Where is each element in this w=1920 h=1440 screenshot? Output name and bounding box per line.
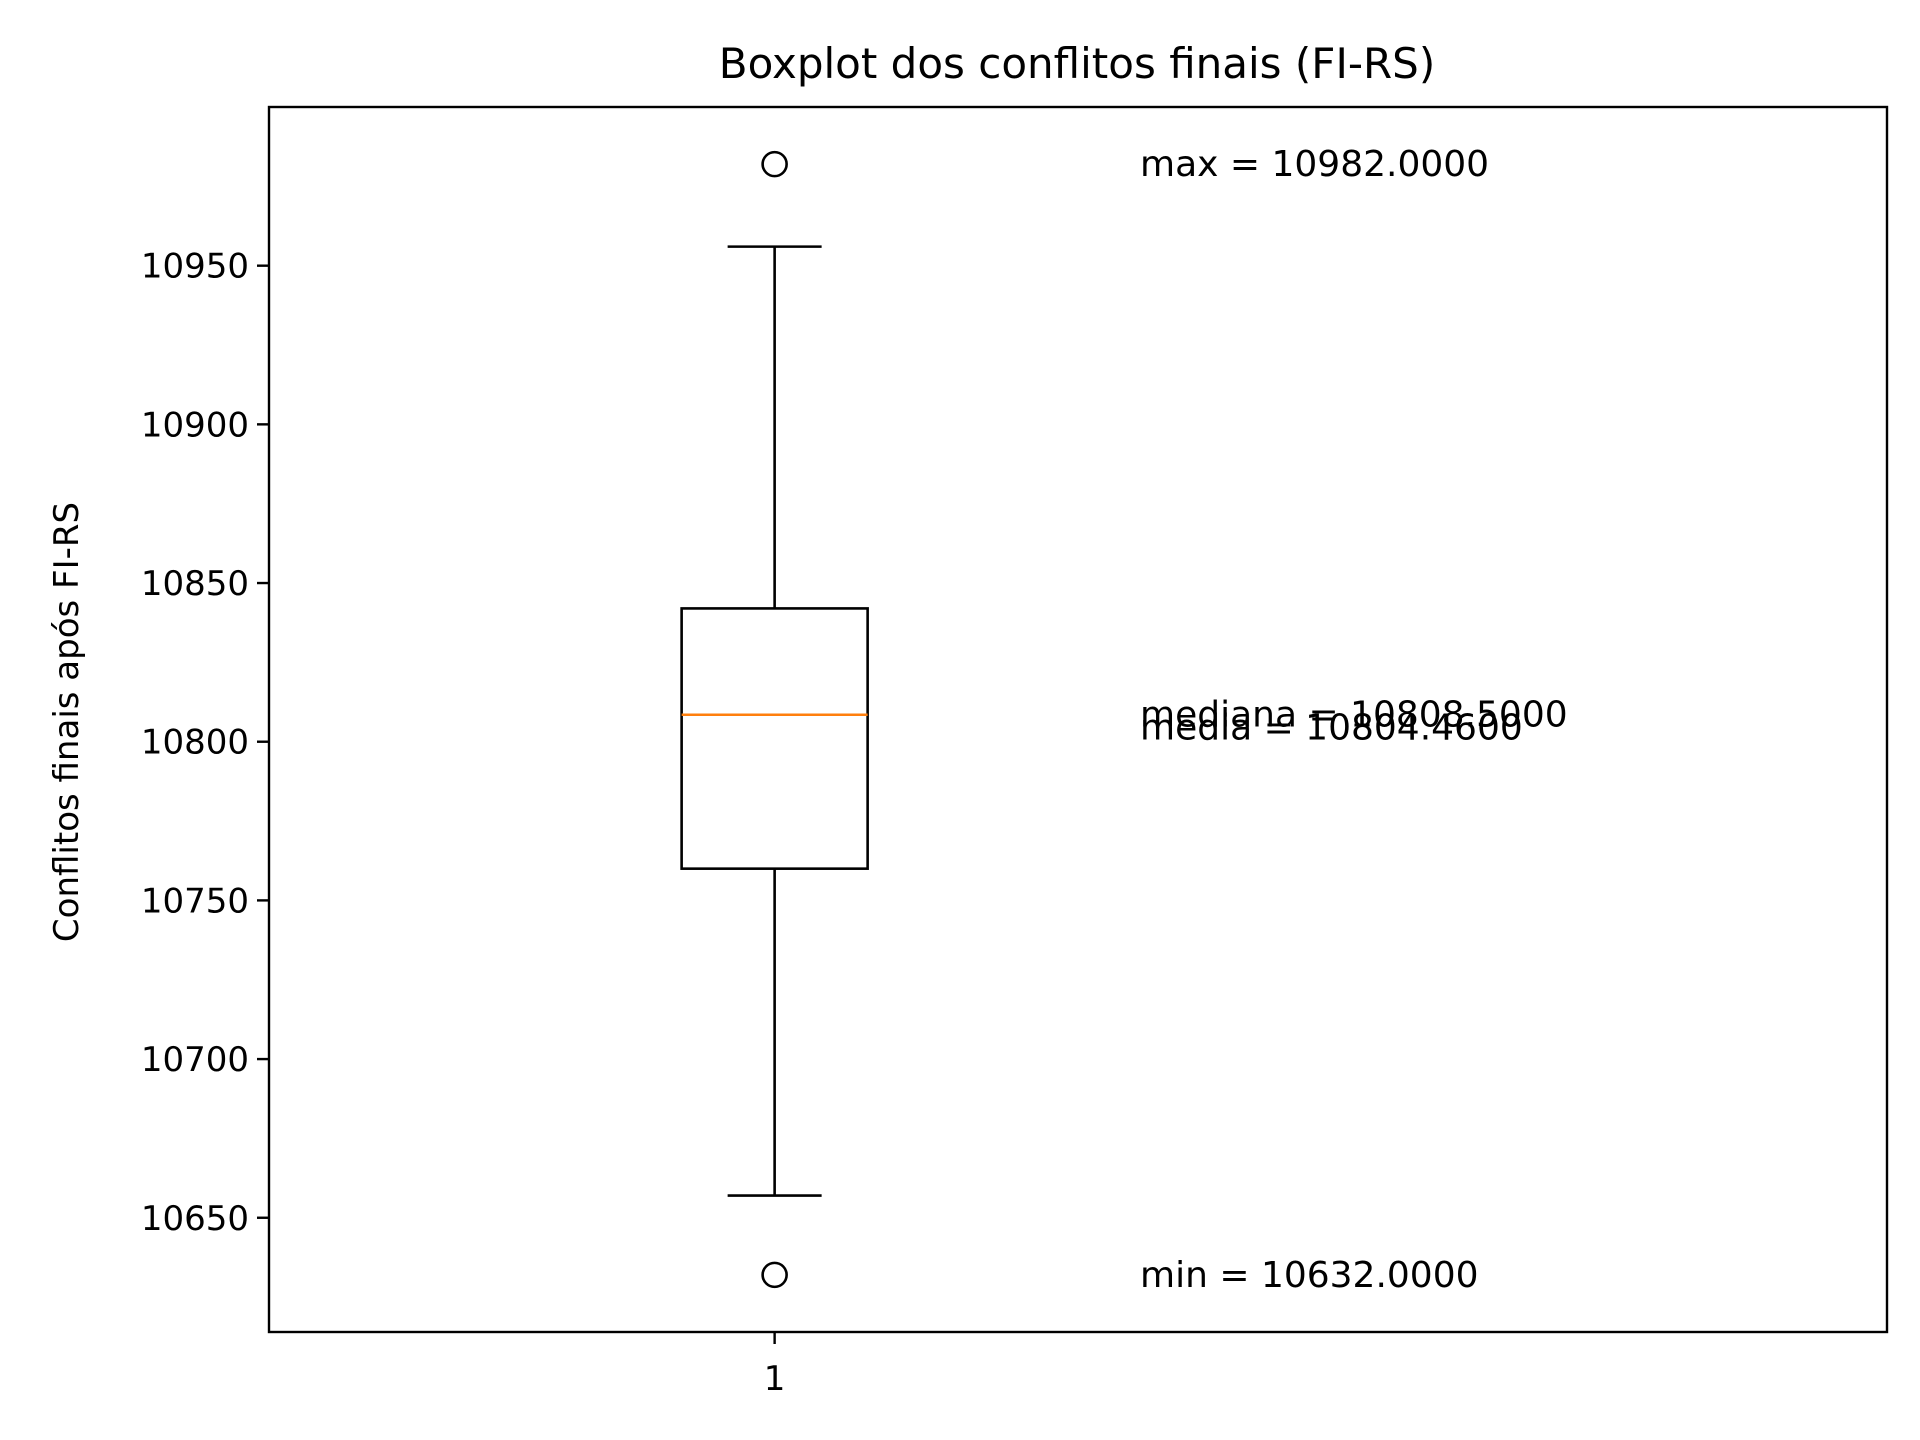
y-tick-label: 10900 — [141, 405, 249, 445]
y-axis-label: Conflitos finais após FI-RS — [47, 502, 87, 942]
stat-annotation: min = 10632.0000 — [1140, 1255, 1479, 1296]
plot-area: 10650 10700 10750 10800 10850 10900 10950 1 — [141, 105, 1889, 1399]
chart-title: Boxplot dos conflitos finais (FI-RS) — [719, 39, 1435, 88]
outlier-point — [761, 1261, 788, 1289]
plot-frame — [267, 105, 1889, 1334]
y-tick-label: 10950 — [141, 247, 249, 287]
stat-annotation: max = 10982.0000 — [1140, 144, 1489, 185]
y-tick-label: 10650 — [141, 1199, 249, 1239]
y-tick-label: 10750 — [141, 881, 249, 921]
stat-annotation: media = 10804.4600 — [1140, 708, 1523, 749]
annotations: max = 10982.0000 mediana = 10808.5000medi… — [1140, 144, 1568, 1296]
outlier-point — [761, 150, 788, 178]
y-tick-label: 10800 — [141, 723, 249, 763]
x-tick-label: 1 — [764, 1359, 786, 1399]
stat-annotation: mediana = 10808.5000 — [1140, 695, 1568, 736]
y-tick-label: 10700 — [141, 1040, 249, 1080]
y-tick-label: 10850 — [141, 564, 249, 604]
iqr-box — [680, 607, 869, 870]
